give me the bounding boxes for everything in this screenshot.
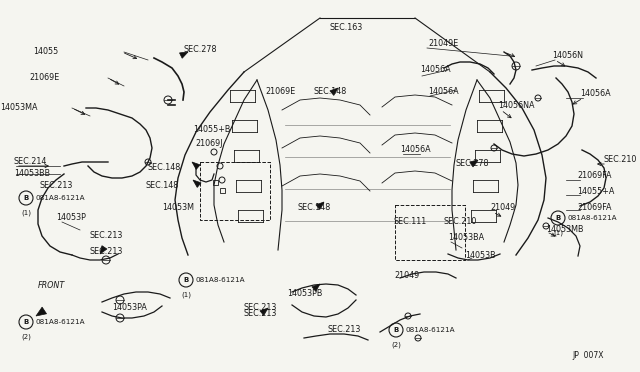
Text: SEC.213: SEC.213 [90, 247, 124, 257]
Text: SEC.148: SEC.148 [313, 87, 346, 96]
Text: SEC.148: SEC.148 [148, 164, 181, 173]
Polygon shape [316, 202, 324, 209]
Text: SEC.278: SEC.278 [456, 160, 490, 169]
Bar [220, 187, 225, 192]
Text: B: B [394, 327, 399, 333]
Text: 21069E: 21069E [265, 87, 295, 96]
Polygon shape [330, 88, 338, 96]
Text: 14056NA: 14056NA [498, 102, 534, 110]
Polygon shape [36, 307, 47, 316]
Text: 21049E: 21049E [428, 39, 458, 48]
Text: SEC.111: SEC.111 [393, 218, 426, 227]
Text: JP  007X: JP 007X [572, 352, 604, 360]
Text: (2): (2) [21, 334, 31, 340]
Text: 14055+B: 14055+B [193, 125, 230, 135]
Text: 14056A: 14056A [400, 145, 431, 154]
Text: 21069J: 21069J [195, 140, 223, 148]
Text: 21069FA: 21069FA [577, 202, 611, 212]
Text: SEC.213: SEC.213 [244, 304, 277, 312]
Text: B: B [24, 195, 29, 201]
Text: (1): (1) [553, 230, 563, 237]
Text: (1): (1) [181, 292, 191, 298]
Text: (2): (2) [391, 342, 401, 349]
Text: 14053MB: 14053MB [546, 224, 584, 234]
Text: SEC.148: SEC.148 [298, 203, 332, 212]
Text: 081A8-6121A: 081A8-6121A [406, 327, 456, 333]
Text: 081A8-6121A: 081A8-6121A [36, 195, 86, 201]
Text: SEC.278: SEC.278 [183, 45, 216, 55]
Polygon shape [470, 160, 478, 167]
Text: 14053MA: 14053MA [1, 103, 38, 112]
Text: 14053M: 14053M [162, 202, 194, 212]
Text: B: B [24, 319, 29, 325]
Text: SEC.213: SEC.213 [328, 326, 362, 334]
Text: 14055: 14055 [33, 48, 58, 57]
Text: 14053PB: 14053PB [287, 289, 323, 298]
Bar [212, 180, 218, 185]
Polygon shape [192, 162, 200, 169]
Text: SEC.213: SEC.213 [244, 310, 277, 318]
Text: 081A8-6121A: 081A8-6121A [568, 215, 618, 221]
Polygon shape [179, 52, 188, 58]
Text: 21069FA: 21069FA [577, 171, 611, 180]
Text: B: B [556, 215, 561, 221]
Text: SEC.148: SEC.148 [145, 182, 179, 190]
Text: 14053B: 14053B [465, 251, 495, 260]
Text: 14053PA: 14053PA [112, 304, 147, 312]
Text: SEC.213: SEC.213 [90, 231, 124, 241]
Text: 14056A: 14056A [580, 90, 611, 99]
Text: 14053BA: 14053BA [448, 234, 484, 243]
Text: 21069E: 21069E [29, 74, 60, 83]
Text: B: B [184, 277, 189, 283]
Text: 081A8-6121A: 081A8-6121A [36, 319, 86, 325]
Text: 21049: 21049 [490, 203, 515, 212]
Text: 14056A: 14056A [428, 87, 459, 96]
Text: SEC.163: SEC.163 [330, 23, 364, 32]
Text: 14056N: 14056N [552, 51, 583, 61]
Text: SEC.210: SEC.210 [604, 155, 637, 164]
Text: SEC.213: SEC.213 [40, 182, 74, 190]
Text: (1): (1) [21, 210, 31, 217]
Text: FRONT: FRONT [38, 282, 65, 291]
Text: 14055+A: 14055+A [577, 187, 614, 196]
Polygon shape [193, 180, 201, 187]
Polygon shape [260, 308, 268, 315]
Polygon shape [100, 246, 107, 254]
Text: 14053P: 14053P [56, 214, 86, 222]
Polygon shape [312, 284, 320, 291]
Text: 21049: 21049 [394, 272, 419, 280]
Text: SEC.210: SEC.210 [444, 218, 477, 227]
Text: 14053BB: 14053BB [14, 169, 50, 177]
Text: 081A8-6121A: 081A8-6121A [196, 277, 246, 283]
Text: 14056A: 14056A [420, 65, 451, 74]
Text: SEC.214: SEC.214 [14, 157, 47, 167]
